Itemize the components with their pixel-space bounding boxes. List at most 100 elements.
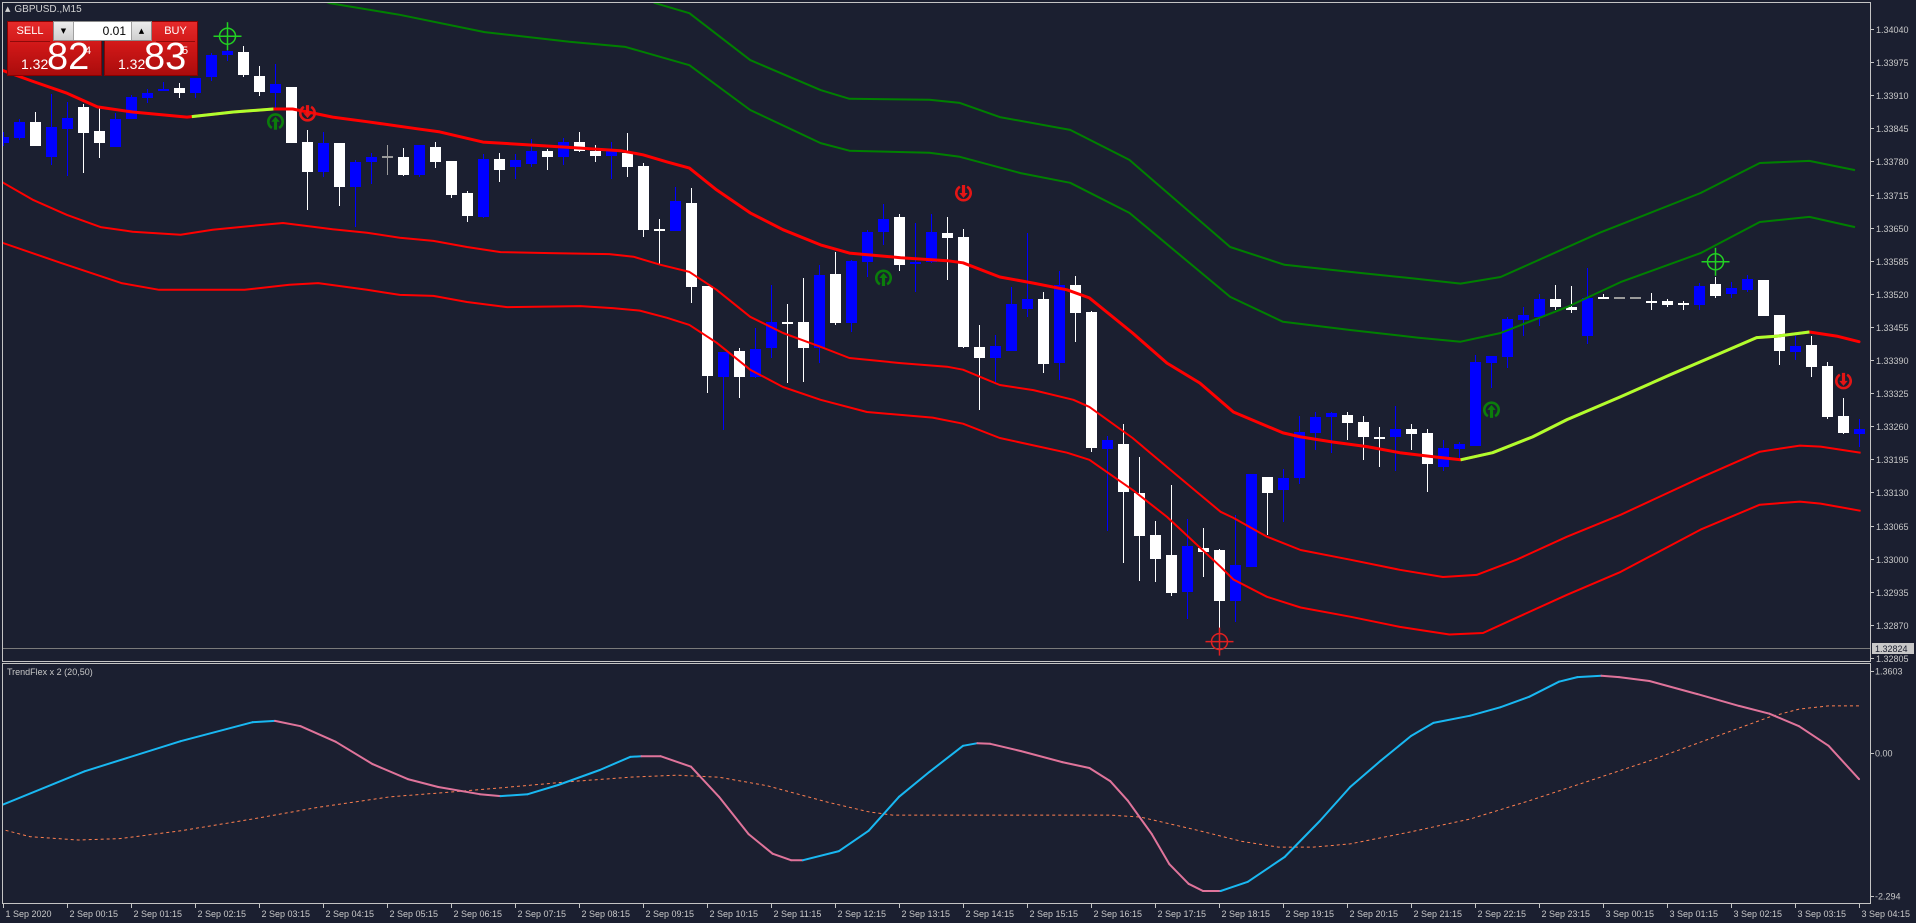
arrow-ring [955, 185, 972, 202]
candle-body [638, 166, 649, 230]
candle [1390, 406, 1401, 471]
candle [654, 219, 665, 265]
candle-wick [1363, 416, 1364, 460]
candle-body [1502, 319, 1513, 357]
candle [1454, 442, 1465, 460]
candle-body [1038, 299, 1049, 364]
candle-wick [771, 285, 772, 358]
candle [302, 130, 313, 210]
band-line [652, 3, 1856, 285]
trendflex-segment [747, 833, 774, 855]
candle-body [766, 322, 777, 348]
price-axis-label: 1.33000 [1876, 555, 1909, 565]
candle-body [1246, 474, 1257, 567]
price-axis-label: 1.33390 [1876, 356, 1909, 366]
trendflex-fast-line [3, 674, 1860, 892]
trendflex-segment [1469, 706, 1502, 717]
trendflex-segment [1499, 695, 1531, 709]
candle [1086, 311, 1097, 452]
price-axis[interactable]: 1.34040 1.33975 1.33910 1.33845 1.33780 1.337… [1870, 25, 1914, 664]
candle-body [1790, 346, 1801, 352]
trendflex-segment [371, 763, 409, 781]
candle-body [1598, 297, 1609, 299]
candle [894, 214, 905, 271]
indicator-axis[interactable]: 1.3603 0.00 -2.294 [1870, 667, 1903, 902]
candle-body [1806, 345, 1817, 367]
trendflex-segment [690, 765, 720, 798]
candle [750, 328, 761, 378]
candle [1150, 521, 1161, 582]
candle [190, 78, 201, 98]
candle-body [846, 261, 857, 323]
candle [350, 160, 361, 227]
price-axis-label: 1.33195 [1876, 455, 1909, 465]
candle [718, 352, 729, 430]
collapse-triangle-icon[interactable]: ▲ [5, 5, 11, 13]
candle [606, 142, 617, 179]
candle-body [1614, 297, 1625, 299]
candle-wick [659, 219, 660, 265]
center-line-down [3, 68, 1861, 462]
candle [878, 204, 889, 245]
price-axis-label: 1.33455 [1876, 323, 1909, 333]
time-axis-label: 2 Sep 05:15 [390, 909, 439, 919]
candle [446, 161, 457, 198]
candle [1806, 336, 1817, 377]
lot-increase-button[interactable]: ▲ [132, 22, 151, 40]
candle-body [1102, 440, 1113, 449]
time-axis-label: 2 Sep 07:15 [518, 909, 567, 919]
price-axis-label: 1.33845 [1876, 124, 1909, 134]
candle [990, 335, 1001, 382]
candle-body [1310, 417, 1321, 433]
trendflex-segment [299, 725, 337, 743]
candle-body [1358, 422, 1369, 437]
band-line [3, 181, 1861, 578]
buy-price-prefix: 1.32 [118, 56, 146, 72]
candle [590, 145, 601, 162]
trendflex-segment [1798, 725, 1830, 747]
time-axis[interactable]: 1 Sep 2020 2 Sep 00:15 2 Sep 01:15 2 Sep 02… [3, 904, 1911, 919]
candle-wick [355, 160, 356, 227]
trendflex-segment [1318, 786, 1352, 822]
candle-body [206, 55, 217, 77]
time-axis-label: 3 Sep 03:15 [1798, 909, 1847, 919]
candle-body [606, 150, 617, 156]
candle [1758, 280, 1769, 316]
trendflex-segment [499, 793, 529, 798]
candle [1118, 424, 1129, 563]
candle [1470, 355, 1481, 446]
candle-wick [67, 102, 68, 176]
candle-body [942, 233, 953, 238]
trendflex-segment [659, 755, 692, 768]
candle [702, 286, 713, 393]
price-axis-label: 1.33715 [1876, 191, 1909, 201]
indicator-pane[interactable] [0, 674, 1860, 892]
candle [1630, 297, 1641, 299]
candle [318, 132, 329, 177]
buy-price-pips: 83 [144, 36, 187, 78]
candle-body [1854, 429, 1865, 434]
candle [1502, 317, 1513, 368]
trendflex-segment [1283, 820, 1321, 858]
trendflex-segment [1618, 676, 1651, 682]
time-axis-label: 2 Sep 04:15 [326, 909, 375, 919]
time-axis-label: 2 Sep 21:15 [1414, 909, 1463, 919]
candle-body [1166, 555, 1177, 593]
candle-body [1838, 416, 1849, 433]
lot-decrease-button[interactable]: ▼ [54, 22, 73, 40]
trendflex-segment [1349, 759, 1382, 788]
candle-body [1022, 299, 1033, 309]
candle [1854, 419, 1865, 447]
sell-crosshair-icon [1205, 627, 1234, 656]
candle-wick [1491, 356, 1492, 388]
main-chart-pane[interactable] [0, 0, 1870, 656]
candle [1326, 412, 1337, 453]
candle-body [1646, 301, 1657, 303]
lot-size-input[interactable] [73, 22, 132, 40]
candle [1262, 477, 1273, 535]
time-axis-label: 2 Sep 09:15 [646, 909, 695, 919]
candle-wick [1027, 233, 1028, 317]
trendflex-segment [334, 740, 374, 766]
